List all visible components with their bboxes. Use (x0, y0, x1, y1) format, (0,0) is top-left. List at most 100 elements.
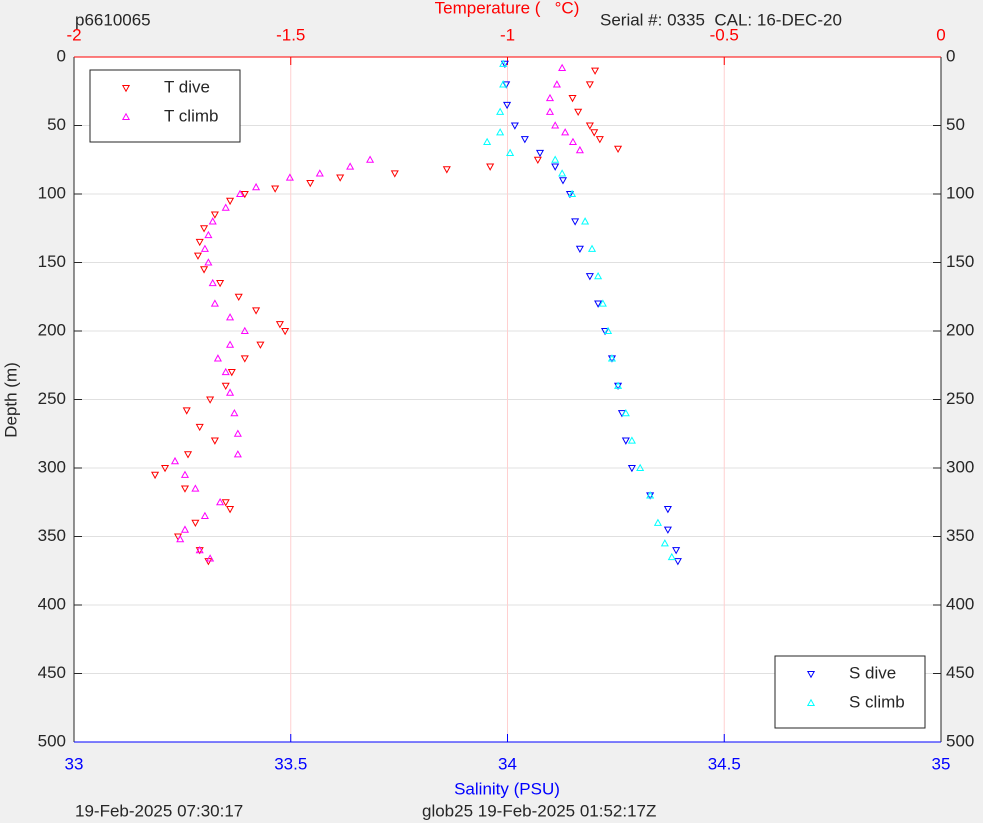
data-point (575, 245, 584, 254)
data-point (210, 211, 219, 219)
data-point (595, 136, 604, 144)
data-point (221, 367, 230, 376)
data-point (594, 271, 603, 280)
legend-label: S climb (849, 692, 905, 711)
data-point (552, 80, 561, 88)
data-point (627, 464, 636, 473)
y-tick-label: 200 (38, 320, 66, 339)
data-point (660, 539, 669, 547)
data-point (667, 552, 676, 561)
x2-axis-label: Temperature ( °C) (435, 0, 580, 17)
data-point (442, 166, 451, 174)
legend-label: T climb (164, 106, 218, 125)
data-point (226, 388, 235, 396)
data-point (200, 244, 209, 252)
data-point (275, 321, 284, 329)
chart-subtitle: Serial #: 0335 CAL: 16-DEC-20 (600, 10, 842, 29)
data-point (256, 341, 265, 349)
data-point (306, 179, 315, 188)
data-point (252, 182, 261, 191)
y-tick-label: 300 (946, 457, 974, 476)
data-point (252, 307, 261, 315)
data-point (221, 203, 230, 211)
data-point (613, 381, 623, 389)
legend-label: T dive (164, 77, 210, 96)
data-point (180, 470, 190, 478)
data-point (594, 300, 603, 308)
y-tick-label: 0 (57, 46, 66, 65)
data-point (568, 137, 578, 145)
x-axis-label: Salinity (PSU) (454, 779, 560, 798)
data-point (180, 525, 190, 533)
data-point (200, 266, 209, 274)
x2-tick-label: -1 (500, 25, 515, 44)
data-point (234, 293, 243, 301)
y-tick-label: 150 (38, 252, 66, 271)
x-tick-label: 34 (498, 754, 517, 773)
data-point (191, 484, 200, 492)
y-tick-label: 350 (946, 526, 974, 545)
data-point (503, 101, 512, 110)
y-tick-label: 50 (47, 115, 66, 134)
data-point (585, 273, 594, 281)
data-point (571, 218, 580, 226)
data-point (183, 451, 193, 459)
data-point (208, 278, 217, 287)
data-point (221, 499, 230, 507)
data-point (496, 128, 505, 136)
data-point (520, 136, 529, 144)
data-point (240, 190, 249, 199)
x-tick-label: 35 (932, 754, 951, 773)
chart-title: p6610065 (75, 10, 151, 29)
data-point (226, 506, 235, 514)
x2-tick-label: -1.5 (276, 25, 305, 44)
x2-tick-label: -2 (66, 25, 81, 44)
data-point (585, 122, 594, 130)
data-point (672, 547, 681, 555)
data-point (216, 498, 225, 506)
data-point (575, 145, 584, 154)
data-point (221, 382, 230, 391)
data-point (565, 190, 574, 199)
y-tick-label: 450 (946, 663, 974, 682)
data-point (170, 456, 180, 465)
data-point (613, 145, 623, 154)
data-point (591, 67, 600, 75)
data-point (230, 408, 239, 417)
data-point (627, 436, 636, 444)
x2-tick-label: 0 (936, 25, 945, 44)
data-point (240, 355, 249, 363)
x-tick-label: 34.5 (708, 754, 741, 773)
data-point (213, 354, 222, 362)
legend-marker (121, 112, 131, 121)
data-point (191, 519, 200, 528)
data-point (499, 80, 508, 88)
data-point (581, 217, 590, 225)
y-tick-label: 450 (38, 663, 66, 682)
legend-marker (806, 698, 816, 707)
data-point (366, 155, 375, 163)
data-point (663, 506, 672, 514)
legend (774, 655, 926, 729)
data-point (193, 252, 203, 260)
data-point (195, 423, 204, 432)
data-point (204, 258, 213, 266)
data-point (227, 369, 236, 377)
data-point (208, 217, 217, 225)
data-point (621, 408, 630, 417)
data-point (500, 60, 509, 69)
y-tick-label: 400 (946, 594, 974, 613)
y-tick-label: 200 (946, 320, 974, 339)
data-point (204, 230, 213, 239)
y-tick-label: 100 (38, 183, 66, 202)
data-point (636, 463, 645, 472)
data-point (510, 122, 519, 130)
legend-label: S dive (849, 663, 896, 682)
data-point (607, 354, 617, 362)
y-tick-label: 150 (946, 252, 974, 271)
data-point (673, 558, 682, 566)
data-point (551, 121, 560, 129)
footer-left: 19-Feb-2025 07:30:17 (75, 801, 243, 820)
data-point (496, 107, 505, 115)
